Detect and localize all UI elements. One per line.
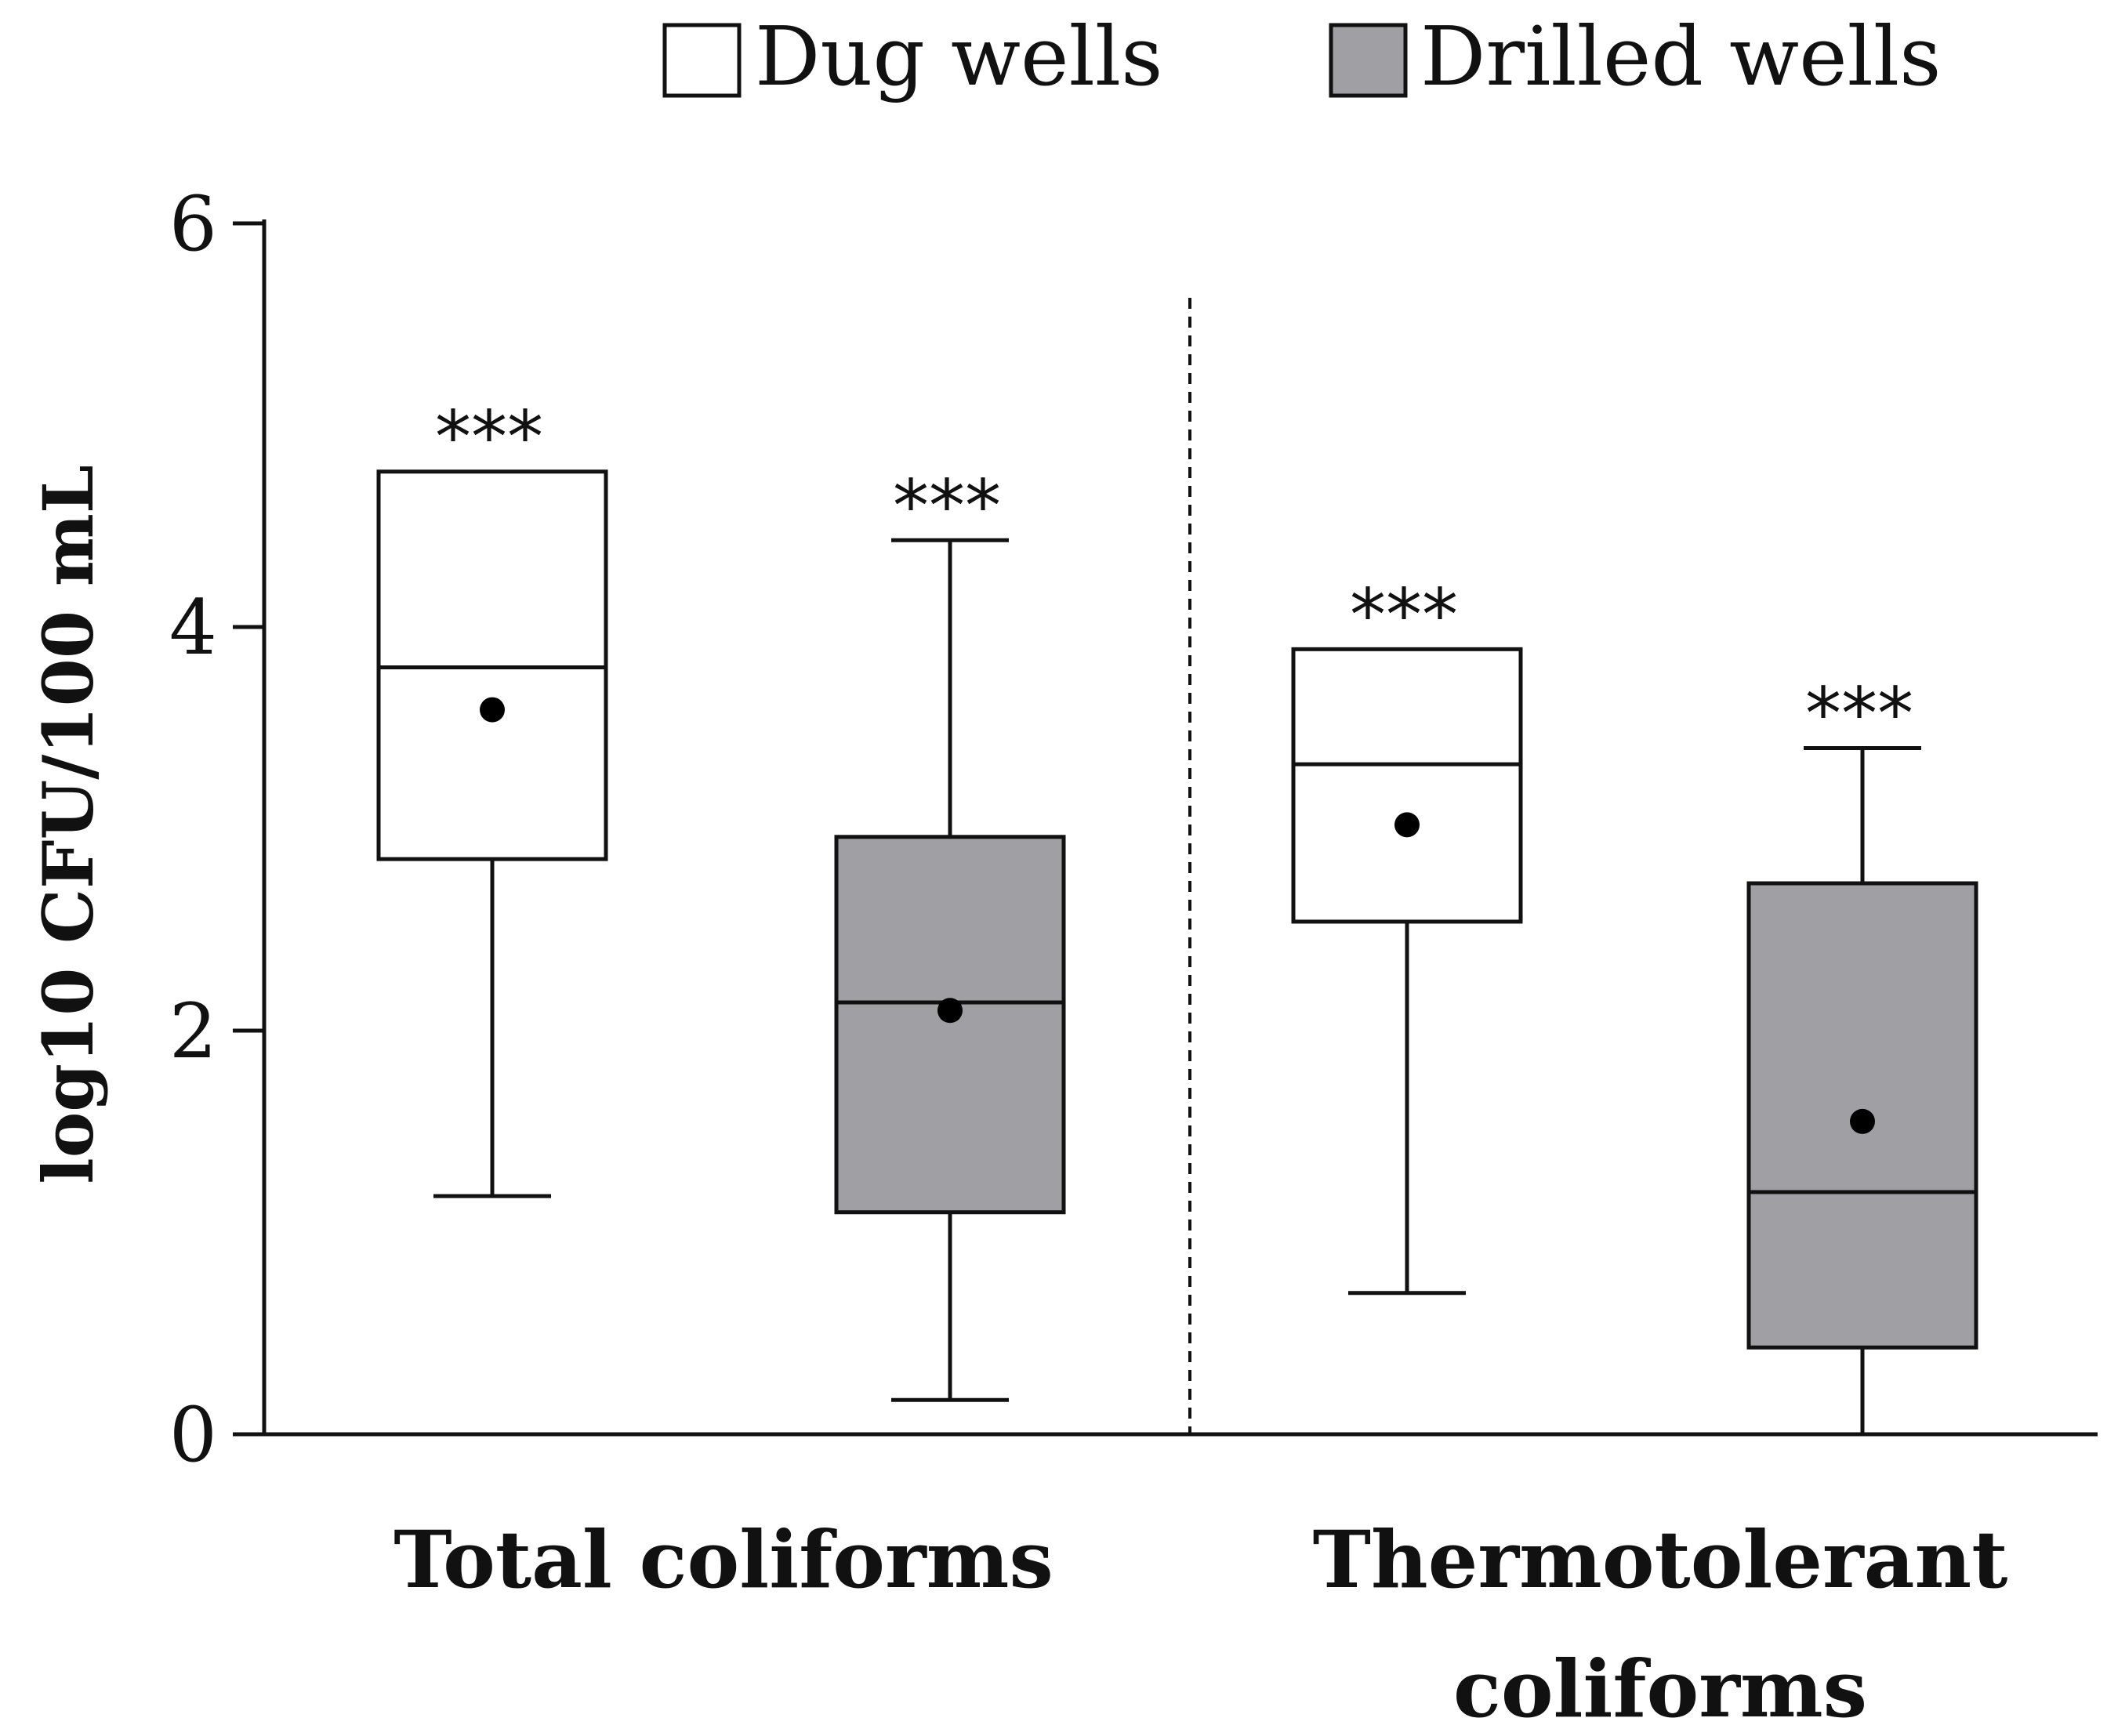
category-label-thermotolerant-line2: coliforms bbox=[1453, 1643, 1867, 1735]
significance-label: *** bbox=[893, 464, 1001, 548]
legend: Dug wells Drilled wells bbox=[662, 9, 1942, 104]
legend-label-drilled-wells: Drilled wells bbox=[1420, 9, 1942, 104]
legend-label-dug-wells: Dug wells bbox=[755, 9, 1162, 104]
box-total-drilled: *** bbox=[834, 464, 1066, 1402]
box-total-dug: *** bbox=[376, 396, 608, 1198]
category-label-thermotolerant-line1: Thermotolerant bbox=[1313, 1513, 2008, 1606]
y-tick-label-6: 6 bbox=[169, 180, 217, 268]
box-thermo-dug: *** bbox=[1291, 573, 1523, 1296]
significance-label: *** bbox=[1805, 672, 1913, 756]
category-label-total-coliforms: Total coliforms bbox=[393, 1513, 1054, 1606]
mean-marker bbox=[937, 998, 963, 1024]
legend-swatch-drilled-wells bbox=[1329, 23, 1408, 98]
mean-marker bbox=[1394, 812, 1420, 838]
axes bbox=[262, 219, 2098, 1437]
significance-label: *** bbox=[1350, 573, 1458, 657]
box-iqr bbox=[376, 469, 608, 861]
y-axis-label: log10 CFU/100 mL bbox=[27, 465, 109, 1183]
box-groups: *** *** *** *** bbox=[376, 396, 1978, 1434]
legend-swatch-dug-wells bbox=[662, 23, 742, 98]
box-iqr bbox=[1291, 647, 1523, 924]
box-iqr bbox=[834, 835, 1066, 1215]
y-tick-label-4: 4 bbox=[169, 584, 217, 672]
y-ticks: 0 2 4 6 bbox=[169, 180, 264, 1479]
y-tick-label-2: 2 bbox=[169, 988, 217, 1075]
significance-label: *** bbox=[435, 396, 543, 480]
mean-marker bbox=[1850, 1108, 1875, 1134]
mean-marker bbox=[480, 697, 505, 723]
box-thermo-drilled: *** bbox=[1746, 672, 1978, 1434]
y-tick-label-0: 0 bbox=[169, 1391, 217, 1479]
